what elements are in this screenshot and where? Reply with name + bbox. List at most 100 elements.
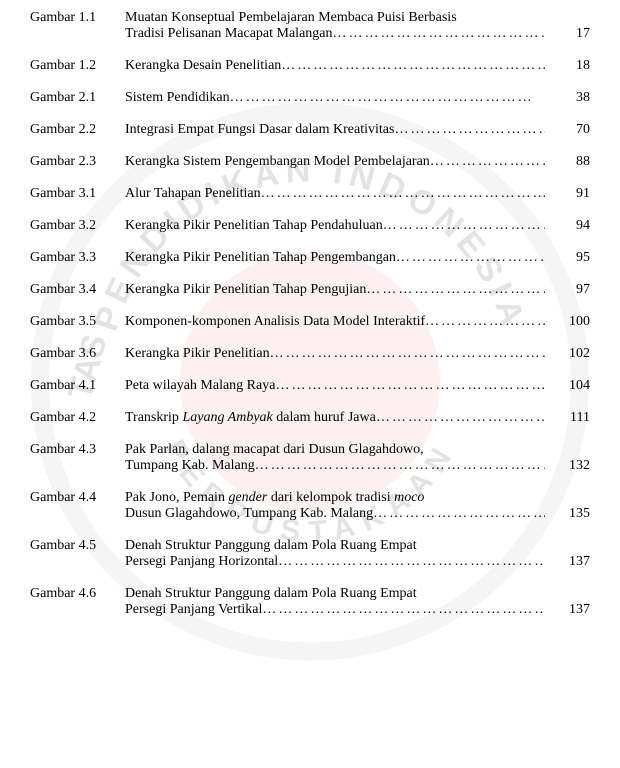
leader-dots: ………………………………………………… xyxy=(396,250,545,266)
table-of-figures: Gambar 1.1Muatan Konseptual Pembelajaran… xyxy=(30,10,590,618)
figure-title-text: Denah Struktur Panggung dalam Pola Ruang… xyxy=(125,586,417,602)
leader-dots: ………………………………………………… xyxy=(383,218,545,234)
page-number: 100 xyxy=(555,314,590,330)
page-number: 38 xyxy=(555,90,590,106)
figure-title-wrap: Denah Struktur Panggung dalam Pola Ruang… xyxy=(125,538,555,570)
figure-label: Gambar 4.5 xyxy=(30,538,125,554)
figure-title-text: Kerangka Pikir Penelitian Tahap Pengujia… xyxy=(125,282,366,298)
figure-label: Gambar 4.4 xyxy=(30,490,125,506)
page-number: 102 xyxy=(555,346,590,362)
figure-label: Gambar 3.2 xyxy=(30,218,125,234)
page-number: 135 xyxy=(555,506,590,522)
figure-title-text: Kerangka Pikir Penelitian Tahap Pendahul… xyxy=(125,218,383,234)
leader-dots: ………………………………………………… xyxy=(278,554,545,570)
figure-entry: Gambar 3.6Kerangka Pikir Penelitian …………… xyxy=(30,346,590,362)
figure-entry: Gambar 2.2Integrasi Empat Fungsi Dasar d… xyxy=(30,122,590,138)
figure-title-wrap: Komponen-komponen Analisis Data Model In… xyxy=(125,314,555,330)
figure-entry: Gambar 4.2Transkrip Layang Ambyak dalam … xyxy=(30,410,590,426)
figure-title-line: Denah Struktur Panggung dalam Pola Ruang… xyxy=(125,538,545,554)
figure-entry: Gambar 3.5Komponen-komponen Analisis Dat… xyxy=(30,314,590,330)
leader-dots: ………………………………………………… xyxy=(373,506,545,522)
figure-label: Gambar 3.5 xyxy=(30,314,125,330)
figure-title-line: Denah Struktur Panggung dalam Pola Ruang… xyxy=(125,586,545,602)
figure-title-text: Denah Struktur Panggung dalam Pola Ruang… xyxy=(125,538,417,554)
figure-label: Gambar 2.2 xyxy=(30,122,125,138)
figure-title-text: Tradisi Pelisanan Macapat Malangan xyxy=(125,26,333,42)
page-number: 95 xyxy=(555,250,590,266)
figure-entry: Gambar 2.1Sistem Pendidikan ………………………………… xyxy=(30,90,590,106)
figure-title-line: Alur Tahapan Penelitian …………………………………………… xyxy=(125,186,545,202)
figure-title-line: Pak Jono, Pemain gender dari kelompok tr… xyxy=(125,490,545,506)
figure-title-text: Transkrip Layang Ambyak dalam huruf Jawa xyxy=(125,410,376,426)
figure-entry: Gambar 1.1Muatan Konseptual Pembelajaran… xyxy=(30,10,590,42)
figure-title-text: Tumpang Kab. Malang xyxy=(125,458,255,474)
figure-title-line: Kerangka Pikir Penelitian Tahap Pendahul… xyxy=(125,218,545,234)
figure-title-line: Kerangka Pikir Penelitian Tahap Pengemba… xyxy=(125,250,545,266)
figure-title-line: Kerangka Sistem Pengembangan Model Pembe… xyxy=(125,154,545,170)
figure-label: Gambar 4.1 xyxy=(30,378,125,394)
figure-title-line: Sistem Pendidikan ………………………………………………… xyxy=(125,90,545,106)
figure-label: Gambar 3.1 xyxy=(30,186,125,202)
figure-entry: Gambar 2.3Kerangka Sistem Pengembangan M… xyxy=(30,154,590,170)
leader-dots: ………………………………………………… xyxy=(376,410,545,426)
figure-title-text: Alur Tahapan Penelitian xyxy=(125,186,261,202)
page-number: 18 xyxy=(555,58,590,74)
page-number: 137 xyxy=(555,554,590,570)
figure-title-wrap: Alur Tahapan Penelitian …………………………………………… xyxy=(125,186,555,202)
figure-title-wrap: Pak Parlan, dalang macapat dari Dusun Gl… xyxy=(125,442,555,474)
figure-title-wrap: Transkrip Layang Ambyak dalam huruf Jawa… xyxy=(125,410,555,426)
figure-title-line: Persegi Panjang Horizontal …………………………………… xyxy=(125,554,545,570)
leader-dots: ………………………………………………… xyxy=(255,458,545,474)
figure-title-line: Tumpang Kab. Malang ………………………………………………… xyxy=(125,458,545,474)
figure-title-line: Muatan Konseptual Pembelajaran Membaca P… xyxy=(125,10,545,26)
figure-title-wrap: Pak Jono, Pemain gender dari kelompok tr… xyxy=(125,490,555,522)
figure-title-line: Kerangka Desain Penelitian …………………………………… xyxy=(125,58,545,74)
figure-entry: Gambar 3.1 Alur Tahapan Penelitian ……………… xyxy=(30,186,590,202)
figure-entry: Gambar 3.4Kerangka Pikir Penelitian Taha… xyxy=(30,282,590,298)
figure-label: Gambar 3.4 xyxy=(30,282,125,298)
figure-title-text: Kerangka Pikir Penelitian xyxy=(125,346,270,362)
figure-title-wrap: Denah Struktur Panggung dalam Pola Ruang… xyxy=(125,586,555,618)
figure-title-wrap: Integrasi Empat Fungsi Dasar dalam Kreat… xyxy=(125,122,555,138)
figure-title-text: Integrasi Empat Fungsi Dasar dalam Kreat… xyxy=(125,122,394,138)
page-number: 104 xyxy=(555,378,590,394)
figure-title-line: Kerangka Pikir Penelitian ……………………………………… xyxy=(125,346,545,362)
figure-label: Gambar 2.3 xyxy=(30,154,125,170)
figure-entry: Gambar 4.6Denah Struktur Panggung dalam … xyxy=(30,586,590,618)
figure-title-text: Pak Parlan, dalang macapat dari Dusun Gl… xyxy=(125,442,424,458)
figure-title-line: Komponen-komponen Analisis Data Model In… xyxy=(125,314,545,330)
leader-dots: ………………………………………………… xyxy=(262,602,545,618)
figure-title-text: Muatan Konseptual Pembelajaran Membaca P… xyxy=(125,10,457,26)
leader-dots: ………………………………………………… xyxy=(394,122,545,138)
figure-title-wrap: Kerangka Pikir Penelitian Tahap Pendahul… xyxy=(125,218,555,234)
figure-title-wrap: Kerangka Pikir Penelitian Tahap Pengemba… xyxy=(125,250,555,266)
leader-dots: ………………………………………………… xyxy=(275,378,545,394)
figure-title-wrap: Kerangka Pikir Penelitian Tahap Pengujia… xyxy=(125,282,555,298)
figure-label: Gambar 4.6 xyxy=(30,586,125,602)
figure-title-wrap: Peta wilayah Malang Raya ………………………………………… xyxy=(125,378,555,394)
figure-entry: Gambar 1.2Kerangka Desain Penelitian ………… xyxy=(30,58,590,74)
figure-title-wrap: Sistem Pendidikan ………………………………………………… xyxy=(125,90,555,106)
figure-title-line: Persegi Panjang Vertikal ………………………………………… xyxy=(125,602,545,618)
figure-title-wrap: Kerangka Pikir Penelitian ……………………………………… xyxy=(125,346,555,362)
figure-entry: Gambar 4.1Peta wilayah Malang Raya ……………… xyxy=(30,378,590,394)
figure-label: Gambar 4.2 xyxy=(30,410,125,426)
figure-title-text: Peta wilayah Malang Raya xyxy=(125,378,275,394)
figure-title-wrap: Kerangka Desain Penelitian …………………………………… xyxy=(125,58,555,74)
leader-dots: ………………………………………………… xyxy=(430,154,545,170)
page-number: 91 xyxy=(555,186,590,202)
figure-label: Gambar 3.6 xyxy=(30,346,125,362)
figure-entry: Gambar 3.3Kerangka Pikir Penelitian Taha… xyxy=(30,250,590,266)
figure-title-wrap: Kerangka Sistem Pengembangan Model Pembe… xyxy=(125,154,555,170)
page-number: 97 xyxy=(555,282,590,298)
figure-title-text: Pak Jono, Pemain gender dari kelompok tr… xyxy=(125,490,424,506)
page-number: 132 xyxy=(555,458,590,474)
leader-dots: ………………………………………………… xyxy=(333,26,546,42)
page-number: 70 xyxy=(555,122,590,138)
figure-title-text: Sistem Pendidikan xyxy=(125,90,230,106)
figure-label: Gambar 2.1 xyxy=(30,90,125,106)
leader-dots: ………………………………………………… xyxy=(425,314,545,330)
figure-title-line: Dusun Glagahdowo, Tumpang Kab. Malang ……… xyxy=(125,506,545,522)
figure-title-text: Kerangka Pikir Penelitian Tahap Pengemba… xyxy=(125,250,396,266)
figure-title-line: Peta wilayah Malang Raya ………………………………………… xyxy=(125,378,545,394)
